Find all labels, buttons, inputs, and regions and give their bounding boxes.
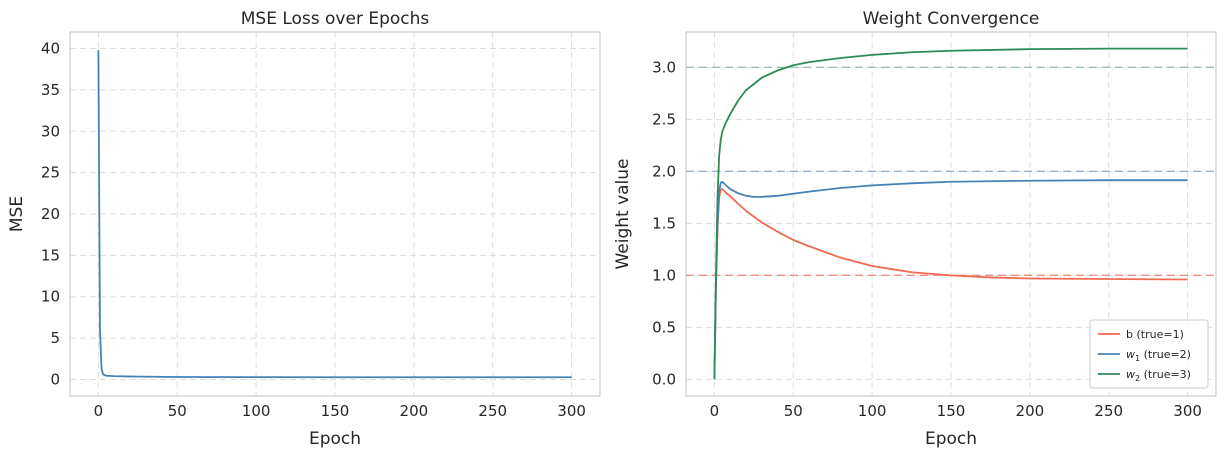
y-tick-label: 2.5	[652, 110, 676, 128]
y-tick-label: 40	[41, 40, 60, 58]
x-tick-label: 300	[557, 402, 586, 420]
y-axis-label: MSE	[7, 196, 27, 232]
x-tick-label: 250	[1094, 402, 1123, 420]
plot-frame	[685, 31, 1217, 397]
legend: b (true=1) w1 (true=2) w2 (true=3)	[1089, 319, 1209, 389]
legend-entry: w2 (true=3)	[1126, 368, 1191, 383]
x-tick-label: 300	[1173, 402, 1202, 420]
y-tick-label: 25	[41, 164, 60, 182]
x-tick-label: 0	[710, 402, 720, 420]
x-tick-label: 100	[242, 402, 271, 420]
series-line-0	[97, 50, 572, 379]
y-tick-label: 1.0	[652, 266, 676, 284]
weights-chart: 0 50 100 150 200 250 300 0.0 0.5 1.0 1.5 2.0 2.5 3.0 W…	[613, 9, 1217, 449]
series-line-1	[713, 179, 1188, 380]
y-tick-label: 15	[41, 246, 60, 264]
y-tick-label: 35	[41, 81, 60, 99]
x-axis-label: Epoch	[925, 429, 977, 449]
legend-entry: w1 (true=2)	[1126, 348, 1191, 363]
x-tick-label: 50	[784, 402, 803, 420]
x-tick-label: 150	[321, 402, 350, 420]
y-tick-label: 10	[41, 288, 60, 306]
chart-title: MSE Loss over Epochs	[241, 9, 430, 29]
y-tick-label: 20	[41, 205, 60, 223]
x-tick-label: 200	[1016, 402, 1045, 420]
x-tick-label: 250	[478, 402, 507, 420]
y-tick-label: 1.5	[652, 214, 676, 232]
y-tick-label: 5	[50, 329, 60, 347]
x-axis-label: Epoch	[309, 429, 361, 449]
y-tick-label: 30	[41, 122, 60, 140]
y-tick-label: 0.5	[652, 318, 676, 336]
legend-entry: b (true=1)	[1126, 328, 1184, 341]
legend-box	[1089, 319, 1209, 389]
y-tick-label: 3.0	[652, 58, 676, 76]
y-axis-label: Weight value	[613, 158, 633, 269]
x-tick-label: 150	[937, 402, 966, 420]
loss-chart: 0 50 100 150 200 250 300 0 5 10 15 20 25 30 35 40 MSE Lo…	[7, 9, 601, 449]
x-tick-label: 200	[400, 402, 429, 420]
y-tick-label: 2.0	[652, 162, 676, 180]
plot-frame	[69, 31, 601, 397]
x-tick-label: 100	[858, 402, 887, 420]
x-tick-label: 0	[94, 402, 104, 420]
chart-title: Weight Convergence	[863, 9, 1040, 29]
series-line-2	[713, 47, 1188, 380]
y-tick-label: 0	[50, 370, 60, 388]
x-tick-label: 50	[168, 402, 187, 420]
y-tick-label: 0.0	[652, 370, 676, 388]
